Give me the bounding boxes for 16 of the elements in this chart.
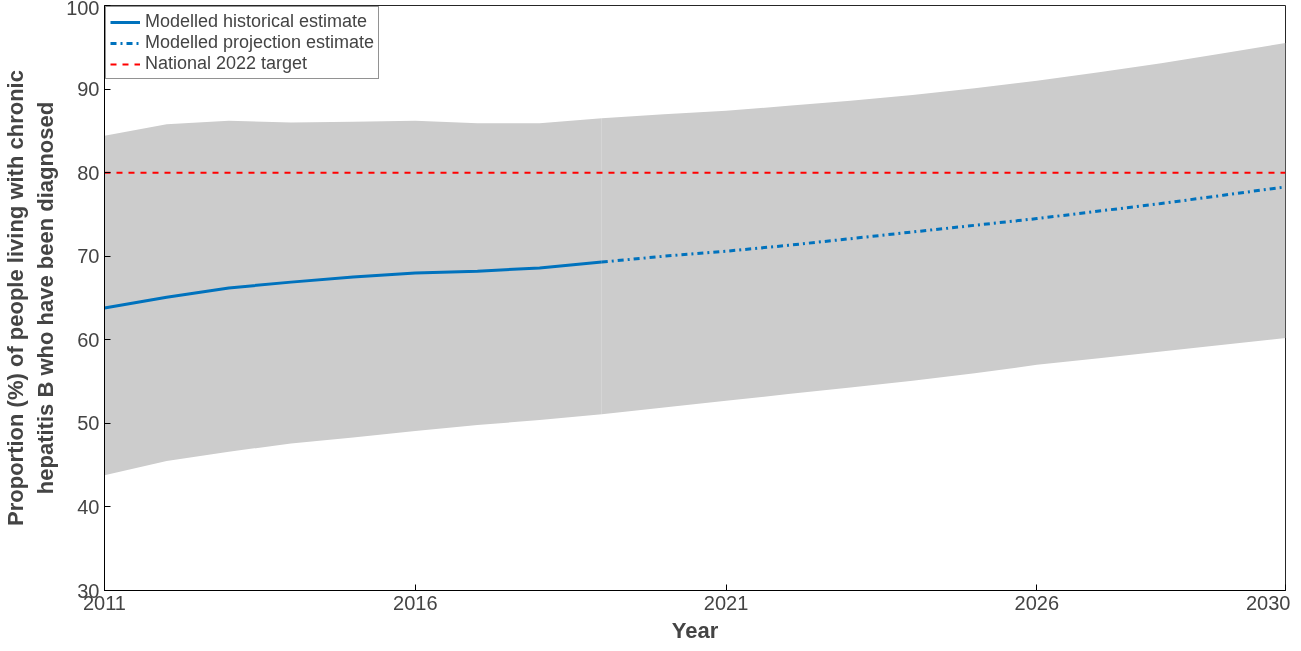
y-tick-label: 40 xyxy=(77,495,100,518)
x-tick-label: 2021 xyxy=(703,591,749,614)
legend-label: Modelled historical estimate xyxy=(145,11,368,32)
y-tick-label: 90 xyxy=(77,78,100,101)
y-axis-title: Proportion (%) of people living with chronic hepatitis B who have been diagnosed xyxy=(3,70,59,526)
legend-label: Modelled projection estimate xyxy=(145,32,375,53)
y-tick-label: 50 xyxy=(77,412,100,435)
y-tick-label: 60 xyxy=(77,328,100,351)
x-tick-label: 2026 xyxy=(1014,591,1060,614)
x-tick-label: 2016 xyxy=(393,591,438,614)
x-axis-title: Year xyxy=(671,617,719,643)
y-tick-label: 70 xyxy=(77,245,100,268)
y-tick-label: 100 xyxy=(66,0,100,19)
legend-label: National 2022 target xyxy=(145,53,308,74)
y-tick-label: 80 xyxy=(77,161,100,184)
x-tick-label: 2030 xyxy=(1246,591,1291,614)
